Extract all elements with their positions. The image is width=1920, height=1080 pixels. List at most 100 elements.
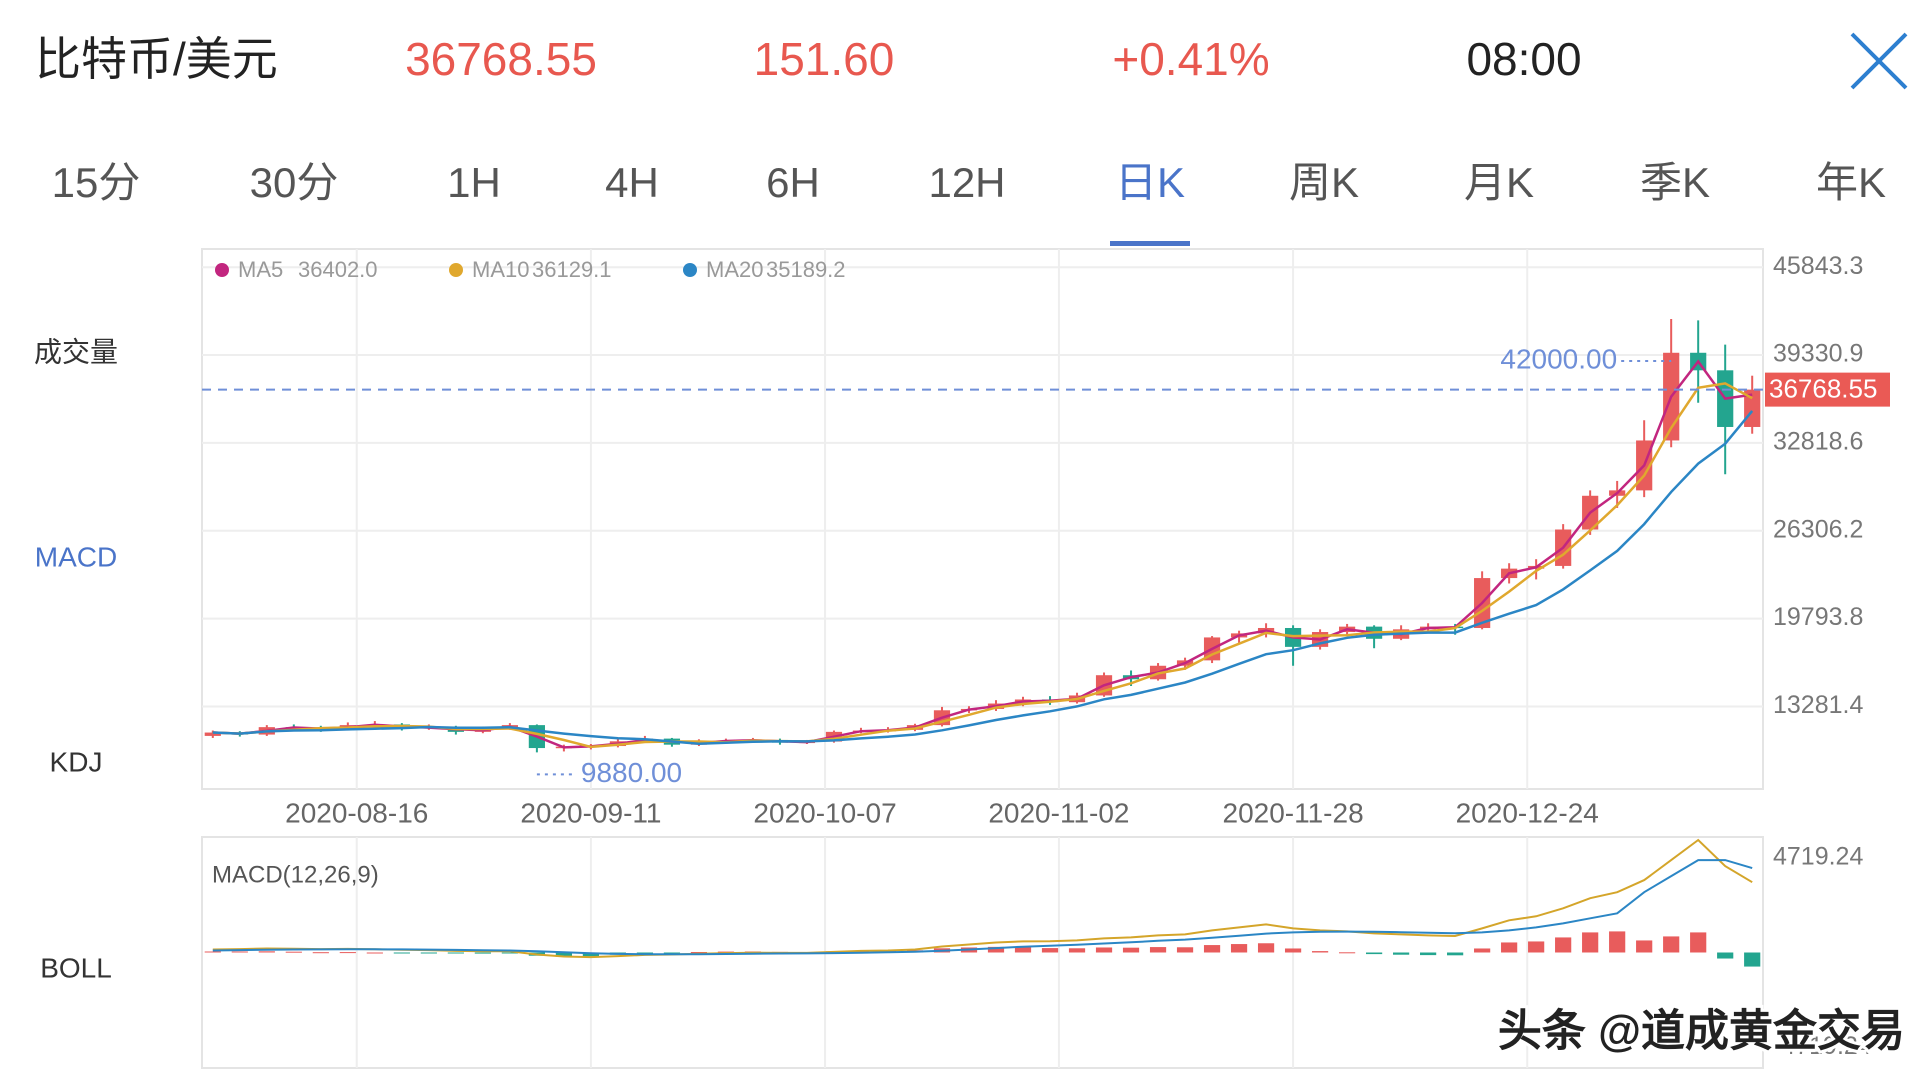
- histogram-bar: [1474, 948, 1491, 953]
- histogram-bar: [690, 951, 708, 953]
- y-tick-label: 19793.8: [1773, 603, 1863, 631]
- histogram-bar: [339, 952, 356, 954]
- timeframe-tab[interactable]: 15分: [52, 159, 141, 206]
- x-tick-label: 2020-11-28: [1223, 797, 1364, 828]
- last-price-label: 36768.55: [1769, 373, 1877, 403]
- histogram-bar: [1149, 947, 1167, 953]
- histogram-bar: [1041, 948, 1059, 953]
- timeframe-tab[interactable]: 年K: [1816, 159, 1886, 206]
- histogram-bar: [1447, 952, 1464, 956]
- time: 08:00: [1466, 33, 1581, 85]
- histogram-bar: [1014, 947, 1032, 953]
- legend-marker: [683, 263, 697, 277]
- histogram-bar: [420, 952, 437, 954]
- y-tick-label: 39330.9: [1773, 340, 1863, 368]
- histogram-bar: [1122, 947, 1140, 953]
- y-tick-label: 32818.6: [1773, 428, 1863, 456]
- histogram-bar: [1717, 952, 1734, 959]
- histogram-bar: [1095, 947, 1113, 953]
- histogram-bar: [1230, 944, 1248, 953]
- indicator-label[interactable]: MACD: [35, 541, 117, 572]
- histogram-bar: [1311, 951, 1329, 953]
- timeframe-tab[interactable]: 12H: [928, 159, 1005, 206]
- histogram-bar: [1663, 936, 1680, 953]
- histogram-bar: [1582, 932, 1599, 953]
- histogram-bar: [1203, 945, 1221, 953]
- timeframe-tab[interactable]: 周K: [1289, 159, 1359, 206]
- legend-value: 36129.1: [532, 257, 612, 282]
- macd-line: [212, 859, 1753, 956]
- histogram-bar: [1501, 942, 1518, 953]
- timeframe-tab[interactable]: 月K: [1464, 159, 1534, 206]
- max-marker-label: 42000.00: [1500, 343, 1617, 374]
- histogram-bar: [1393, 952, 1410, 955]
- histogram-bar: [717, 951, 735, 953]
- histogram-bar: [1257, 943, 1275, 953]
- plot-frame: [201, 836, 1764, 1069]
- histogram-bar: [1690, 932, 1707, 953]
- legend-marker: [449, 263, 463, 277]
- x-tick-label: 2020-08-16: [285, 797, 428, 828]
- histogram-bar: [285, 951, 302, 953]
- x-tick-label: 2020-11-02: [988, 797, 1129, 828]
- y-tick-label: 26306.2: [1773, 515, 1863, 543]
- histogram-bar: [204, 951, 221, 953]
- x-tick-label: 2020-09-11: [520, 797, 661, 828]
- y-tick-label: 4719.24: [1773, 842, 1863, 870]
- x-tick-label: 2020-10-07: [753, 797, 896, 828]
- pair-title: 比特币/美元: [35, 33, 278, 85]
- ma-line: [212, 382, 1753, 749]
- close-button[interactable]: [1850, 32, 1908, 90]
- price: 36768.55: [405, 33, 597, 85]
- histogram-bar: [1636, 940, 1653, 953]
- timeframe-tab[interactable]: 季K: [1640, 159, 1710, 206]
- histogram-bar: [447, 952, 464, 954]
- timeframe-tab[interactable]: 1H: [447, 159, 501, 206]
- histogram-bar: [1365, 952, 1383, 955]
- histogram-bar: [312, 952, 329, 954]
- close-icon-line: [1850, 32, 1908, 90]
- histogram-bar: [366, 952, 383, 954]
- min-marker-label: 9880.00: [581, 757, 682, 788]
- timeframe-tab[interactable]: 日K: [1115, 159, 1185, 206]
- timeframe-tab[interactable]: 30分: [250, 159, 339, 206]
- histogram-bar: [231, 951, 248, 953]
- y-tick-label: 45843.3: [1773, 252, 1863, 280]
- ma-line: [212, 410, 1754, 746]
- legend-marker: [215, 263, 229, 277]
- legend-name: MA20: [706, 257, 763, 282]
- last-price-box: [1765, 372, 1890, 407]
- candle-body: [204, 732, 221, 736]
- histogram-bar: [1744, 952, 1761, 967]
- legend-value: 36402.0: [298, 257, 378, 282]
- histogram-bar: [393, 952, 410, 954]
- histogram-bar: [1284, 948, 1302, 953]
- change: 151.60: [754, 33, 895, 85]
- histogram-bar: [987, 946, 1005, 953]
- histogram-bar: [1176, 947, 1194, 953]
- legend-value: 35189.2: [766, 257, 846, 282]
- histogram-bar: [1420, 952, 1437, 956]
- timeframe-tab[interactable]: 6H: [766, 159, 820, 206]
- legend-name: MA5: [238, 257, 283, 282]
- histogram-bar: [1555, 937, 1572, 953]
- macd-title: MACD(12,26,9): [212, 861, 379, 888]
- y-tick-label: -4719.24: [1773, 1032, 1872, 1060]
- change-percent: +0.41%: [1112, 33, 1269, 85]
- histogram-bar: [582, 952, 600, 957]
- ma-line: [212, 359, 1753, 749]
- indicator-label[interactable]: KDJ: [50, 746, 103, 777]
- active-tab-indicator: [1110, 241, 1190, 246]
- timeframe-tab[interactable]: 4H: [605, 159, 659, 206]
- y-tick-label: 13281.4: [1773, 691, 1863, 719]
- indicator-label[interactable]: 成交量: [34, 336, 118, 367]
- histogram-bar: [1068, 948, 1086, 953]
- histogram-bar: [663, 952, 681, 954]
- histogram-bar: [258, 951, 275, 953]
- legend-name: MA10: [472, 257, 529, 282]
- histogram-bar: [1528, 941, 1545, 953]
- indicator-label[interactable]: BOLL: [40, 952, 112, 983]
- x-tick-label: 2020-12-24: [1456, 797, 1599, 828]
